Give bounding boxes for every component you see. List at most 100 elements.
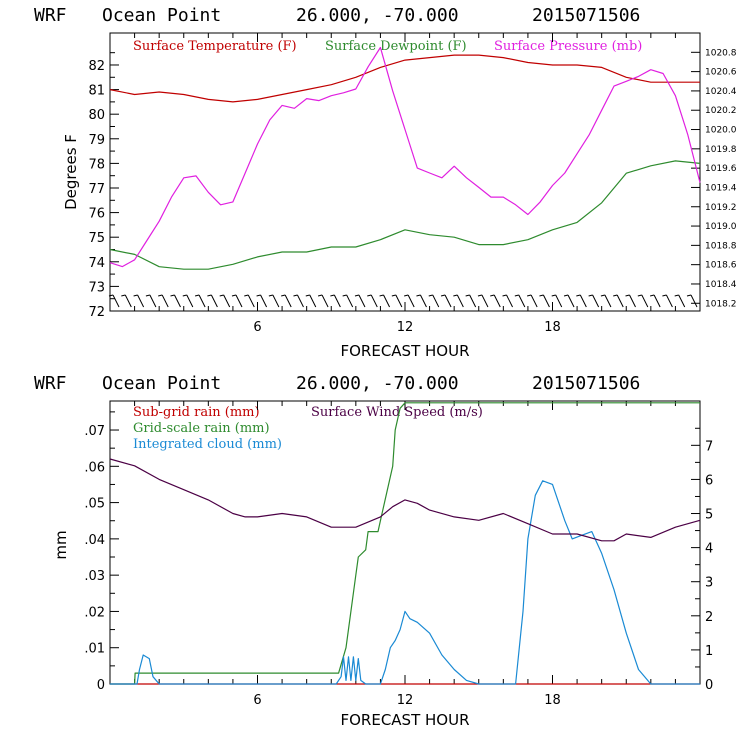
wind-barb-flag bbox=[613, 294, 618, 297]
wind-barb bbox=[579, 294, 587, 308]
y-tick-label: 0 bbox=[97, 678, 105, 693]
y-tick-label: .07 bbox=[84, 424, 105, 439]
y2-tick-label: 1019.4 bbox=[705, 183, 737, 193]
y2-tick-label: 1020.0 bbox=[705, 126, 737, 136]
wind-barb bbox=[137, 294, 145, 308]
wind-barb-flag bbox=[527, 294, 532, 297]
wind-barbs bbox=[108, 294, 698, 308]
wind-barb-flag bbox=[686, 294, 692, 297]
wind-barb-flag bbox=[391, 294, 396, 297]
wind-barb bbox=[432, 294, 440, 308]
wind-barb bbox=[419, 294, 427, 308]
wind-barb bbox=[542, 294, 550, 308]
bottom-title-location: Ocean Point bbox=[102, 373, 221, 394]
wind-barb bbox=[346, 294, 354, 308]
wind-barb bbox=[481, 294, 489, 308]
legend-surface-dewpoint: Surface Dewpoint (F) bbox=[325, 39, 467, 54]
legend-surface-wind-speed: Surface Wind Speed (m/s) bbox=[311, 405, 483, 420]
wind-barb-flag bbox=[576, 294, 581, 297]
wind-barb bbox=[210, 294, 218, 308]
y-tick-label: .04 bbox=[84, 533, 105, 548]
wind-barb-flag bbox=[465, 294, 470, 297]
top-title-coords: 26.000, -70.000 bbox=[296, 5, 459, 26]
wind-barb-flag bbox=[317, 294, 323, 297]
wind-barb-flag bbox=[539, 294, 544, 297]
wind-barb bbox=[358, 294, 366, 308]
y-tick-label: 79 bbox=[88, 133, 105, 148]
wind-barb bbox=[493, 294, 501, 308]
legend-surface-temperature: Surface Temperature (F) bbox=[133, 39, 297, 54]
wind-barb-flag bbox=[416, 294, 421, 297]
top-left-axis: 72 73 74 75 76 77 78 79 80 81 82 bbox=[88, 52, 119, 320]
wind-barb-flag bbox=[502, 294, 507, 297]
bottom-title-run: 2015071506 bbox=[532, 373, 640, 394]
top-series-group bbox=[109, 46, 701, 270]
wind-barb bbox=[629, 294, 636, 308]
wind-barb bbox=[124, 294, 132, 308]
y-tick-label: 73 bbox=[88, 280, 105, 295]
wind-barb-flag bbox=[121, 294, 126, 297]
wind-barb bbox=[383, 294, 391, 308]
top-right-axis: 1018.2 1018.4 1018.6 1018.8 1019.0 1019.2 1019… bbox=[691, 48, 737, 309]
top-title-run: 2015071506 bbox=[532, 5, 640, 26]
y2-tick-label: 2 bbox=[705, 610, 713, 625]
y2-tick-label: 1019.6 bbox=[705, 164, 737, 174]
y2-tick-label: 1018.8 bbox=[705, 241, 737, 251]
y2-tick-label: 3 bbox=[705, 576, 713, 591]
wind-barb-flag bbox=[305, 294, 310, 297]
wind-barb-flag bbox=[354, 294, 360, 297]
y-tick-label: .05 bbox=[84, 497, 105, 512]
series-line-grid-scale-rain-mm bbox=[110, 402, 700, 685]
wind-barb-flag bbox=[367, 294, 372, 297]
y2-tick-label: 7 bbox=[705, 439, 713, 454]
wind-barb bbox=[407, 294, 415, 308]
bottom-legend: Sub-grid rain (mm) Grid-scale rain (mm) … bbox=[133, 405, 483, 452]
wind-barb bbox=[272, 294, 280, 308]
legend-integrated-cloud: Integrated cloud (mm) bbox=[133, 437, 282, 452]
y2-tick-label: 1019.2 bbox=[705, 203, 737, 213]
wind-barb bbox=[112, 294, 120, 308]
wind-barb-flag bbox=[342, 294, 347, 297]
y-tick-label: 81 bbox=[88, 84, 105, 99]
legend-gridscale-rain: Grid-scale rain (mm) bbox=[133, 421, 270, 436]
wind-barb bbox=[469, 294, 477, 308]
wind-barb-flag bbox=[649, 294, 655, 297]
y2-tick-label: 5 bbox=[705, 508, 713, 523]
wind-barb bbox=[370, 294, 378, 308]
top-legend: Surface Temperature (F) Surface Dewpoint… bbox=[133, 39, 642, 54]
x-tick-label: 12 bbox=[397, 693, 414, 708]
wind-barb bbox=[678, 294, 686, 308]
wind-barb bbox=[333, 294, 341, 308]
wind-barb bbox=[260, 294, 268, 308]
wind-barb bbox=[149, 294, 157, 308]
temperature-panel: WRF Ocean Point 26.000, -70.000 20150715… bbox=[34, 5, 737, 360]
wind-barb bbox=[161, 294, 169, 308]
y2-tick-label: 1019.8 bbox=[705, 145, 737, 155]
wind-barb-flag bbox=[194, 294, 200, 297]
wind-barb bbox=[444, 294, 452, 308]
wind-barb-flag bbox=[293, 294, 298, 297]
bottom-title-coords: 26.000, -70.000 bbox=[296, 373, 459, 394]
wind-barb-flag bbox=[453, 294, 458, 297]
top-x-axis: 6 12 18 bbox=[134, 33, 676, 335]
wind-barb bbox=[456, 294, 464, 308]
bottom-x-axis-label: FORECAST HOUR bbox=[340, 711, 469, 729]
bottom-series-group bbox=[109, 402, 701, 685]
wind-barb-flag bbox=[625, 294, 630, 297]
legend-subgrid-rain: Sub-grid rain (mm) bbox=[133, 405, 260, 420]
wind-barb-flag bbox=[428, 294, 433, 297]
y-tick-label: 78 bbox=[88, 157, 105, 172]
wind-barb bbox=[186, 294, 194, 308]
x-tick-label: 18 bbox=[544, 693, 561, 708]
y2-tick-label: 1019.0 bbox=[705, 222, 737, 232]
y-tick-label: 75 bbox=[88, 231, 105, 246]
wind-barb-flag bbox=[219, 294, 224, 297]
wind-barb bbox=[284, 294, 292, 308]
bottom-left-axis: 0 .01 .02 .03 .04 .05 .06 .07 bbox=[84, 411, 119, 693]
y-tick-label: .03 bbox=[84, 569, 105, 584]
wind-barb-flag bbox=[563, 294, 569, 297]
wind-barb bbox=[309, 294, 317, 308]
x-tick-label: 6 bbox=[253, 693, 261, 708]
wind-barb bbox=[567, 294, 575, 308]
wind-barb bbox=[235, 294, 243, 308]
